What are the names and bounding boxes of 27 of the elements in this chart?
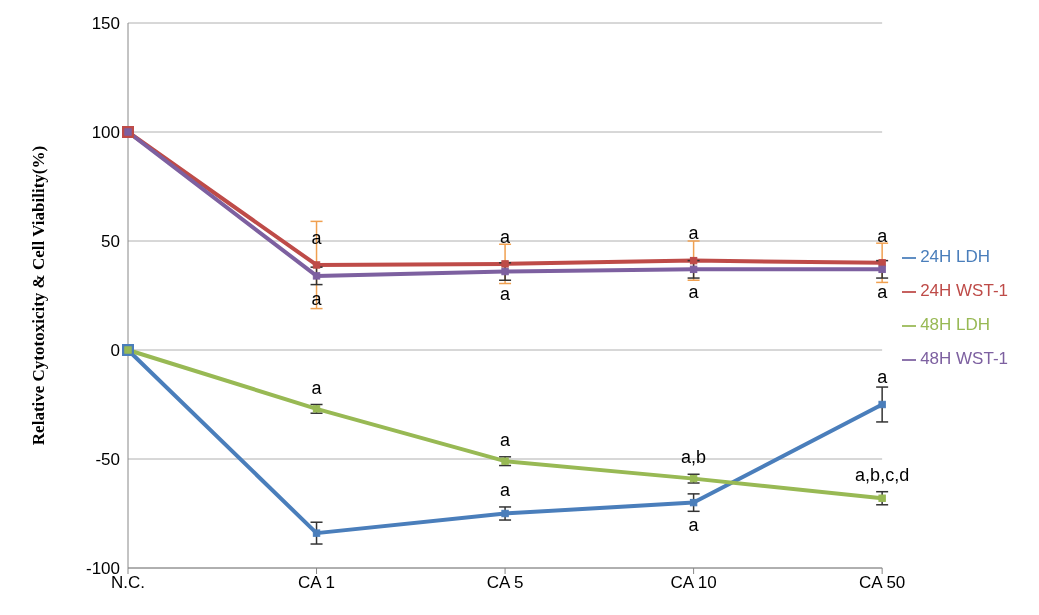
legend-label: 24H LDH — [920, 247, 991, 266]
annotation: a — [877, 282, 889, 303]
annotation: a — [311, 377, 323, 398]
annotation: a — [500, 226, 512, 247]
annotation: a — [500, 284, 512, 305]
y-tick-label: 0 — [110, 341, 120, 361]
x-tick-label: CA 10 — [670, 573, 717, 593]
y-tick-label: 150 — [91, 14, 120, 34]
annotation: a,b,c,d — [855, 464, 910, 485]
annotation: a — [877, 225, 889, 246]
annotation: a — [500, 480, 512, 501]
y-tick-label: 100 — [91, 123, 120, 143]
legend-label: 48H LDH — [920, 315, 991, 334]
annotation: a — [688, 223, 700, 244]
y-axis-title: Relative Cytotoxicity & Cell Viability(%) — [29, 145, 49, 446]
x-tick-label: CA 50 — [858, 573, 906, 593]
annotation: a — [500, 429, 512, 450]
legend-label: 48H WST-1 — [920, 349, 1008, 368]
y-tick-label: 50 — [101, 232, 120, 252]
y-tick-label: -50 — [95, 450, 120, 470]
annotation: a — [688, 282, 700, 303]
annotation: a — [688, 515, 700, 536]
x-tick-label: CA 5 — [486, 573, 524, 593]
annotation: a,b — [681, 447, 707, 468]
x-tick-label: CA 1 — [298, 573, 335, 593]
legend-label: 24H WST-1 — [920, 281, 1008, 300]
annotation: a — [877, 367, 889, 388]
